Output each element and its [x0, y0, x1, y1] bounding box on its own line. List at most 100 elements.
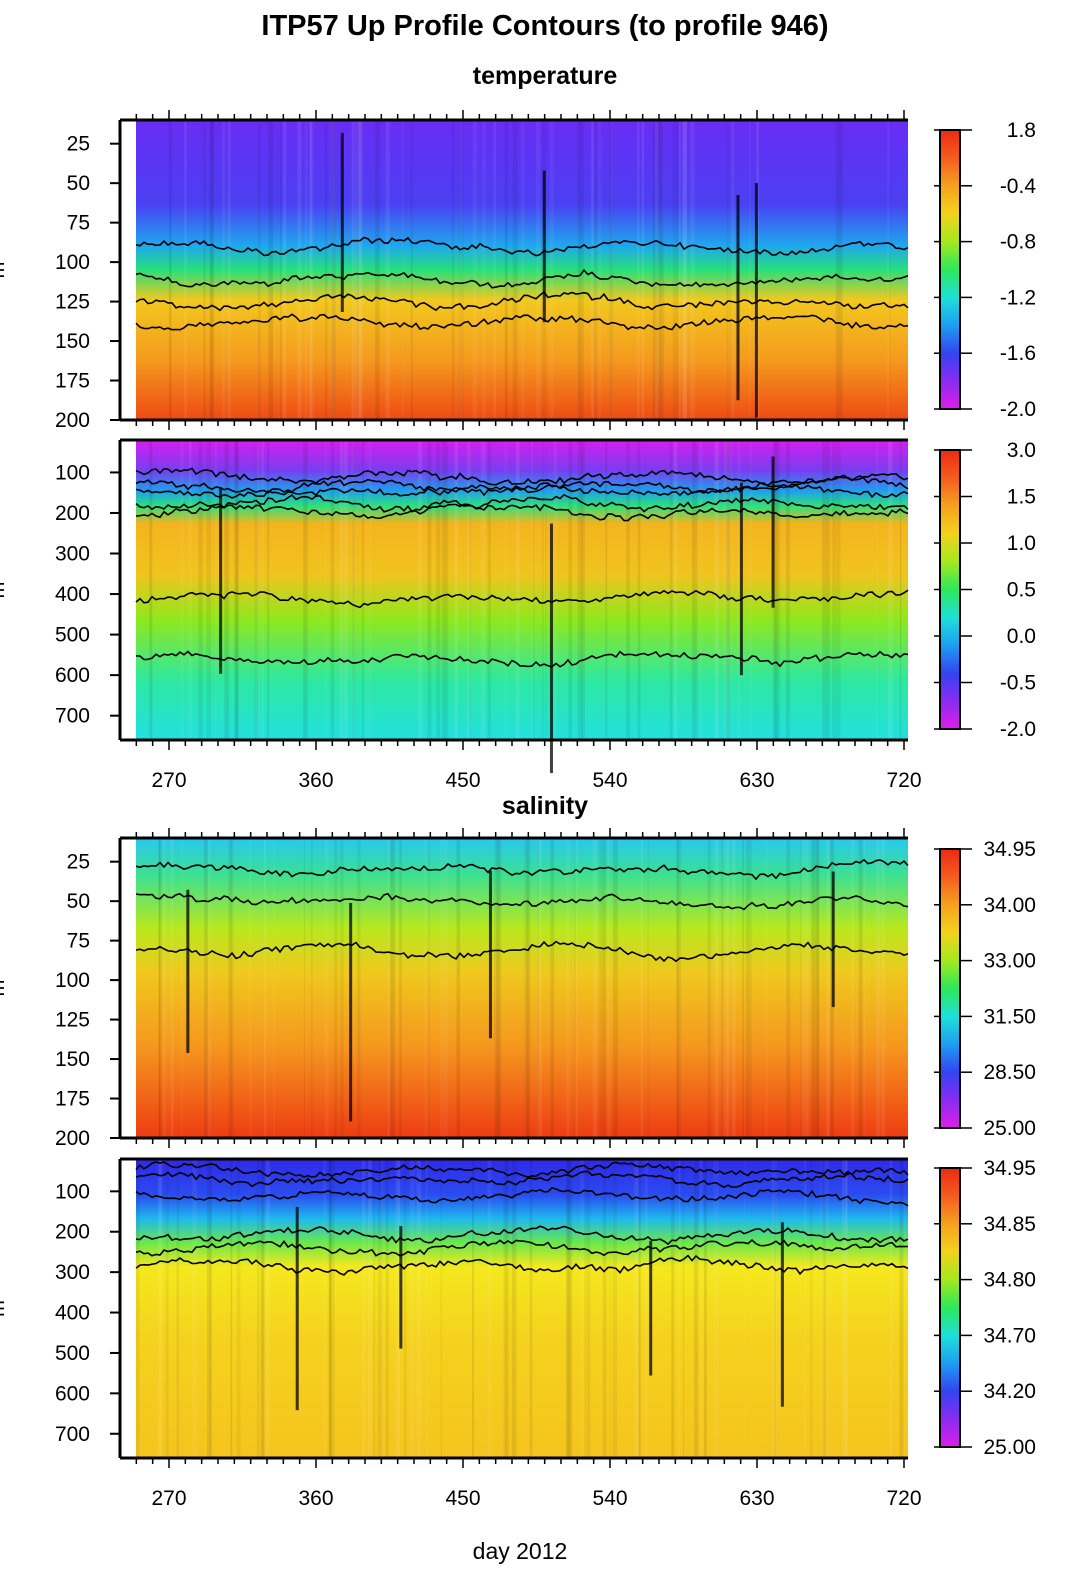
y-axis-label: m	[0, 1300, 9, 1317]
colorbar-label: -0.5	[1000, 672, 1036, 695]
heatmap-streak	[703, 1159, 707, 1458]
heatmap-streak	[690, 120, 695, 420]
heatmap-streak	[367, 1159, 372, 1458]
heatmap-streak	[410, 120, 413, 420]
heatmap-streak	[714, 440, 719, 740]
y-tick-label: 75	[67, 212, 90, 235]
colorbar	[939, 848, 961, 1129]
heatmap-streak	[526, 838, 531, 1138]
heatmap-streak	[261, 440, 265, 740]
colorbar-label: 33.00	[983, 950, 1036, 973]
heatmap-streak	[549, 120, 555, 420]
heatmap-streak	[236, 1159, 241, 1458]
heatmap-streak	[390, 838, 395, 1138]
heatmap-streak	[254, 440, 258, 740]
heatmap-streak	[198, 440, 203, 740]
colorbar	[939, 449, 961, 730]
heatmap-streak	[515, 440, 520, 740]
heatmap-streak	[724, 440, 730, 740]
y-tick-label: 25	[67, 133, 90, 156]
heatmap-streak	[503, 1159, 508, 1458]
heatmap-streak	[357, 838, 361, 1138]
x-tick-label: 450	[445, 769, 480, 792]
contour-spike	[340, 132, 344, 312]
heatmap-streak	[786, 838, 791, 1138]
colorbar-label: 0.5	[1007, 579, 1036, 602]
heatmap-streak	[333, 838, 338, 1138]
heatmap-streak	[303, 440, 308, 740]
heatmap-streak	[362, 1159, 366, 1458]
heatmap-streak	[721, 838, 724, 1138]
heatmap-streak	[188, 440, 192, 740]
heatmap-streak	[340, 440, 343, 740]
heatmap-streak	[505, 1159, 510, 1458]
contour-line	[135, 1254, 909, 1276]
contour-line	[135, 1187, 909, 1207]
heatmap-streak	[822, 440, 826, 740]
heatmap-streak	[637, 440, 641, 740]
heatmap-streak	[838, 120, 843, 420]
x-tick-label: 720	[886, 769, 921, 792]
heatmap-streak	[804, 1159, 807, 1458]
heatmap-streak	[255, 440, 260, 740]
heatmap-streak	[361, 440, 364, 740]
heatmap-streak	[713, 1159, 715, 1458]
heatmap-streak	[691, 440, 695, 740]
heatmap-streak	[654, 120, 658, 420]
heatmap-streak	[340, 838, 344, 1138]
heatmap-streak	[416, 1159, 422, 1458]
heatmap-streak	[774, 1159, 776, 1458]
heatmap-streak	[810, 1159, 813, 1458]
y-tick-label: 600	[55, 664, 90, 687]
colorbar-label: 1.8	[1007, 119, 1036, 142]
heatmap-streak	[730, 120, 735, 420]
heatmap-streak	[785, 440, 790, 740]
heatmap-streak	[887, 120, 891, 420]
y-tick-label: 150	[55, 330, 90, 353]
heatmap-streak	[820, 1159, 822, 1458]
heatmap-streak	[568, 440, 573, 740]
y-tick-label: 200	[55, 1127, 90, 1150]
colorbar-label: 3.0	[1007, 439, 1036, 462]
y-tick-label: 400	[55, 1302, 90, 1325]
heatmap-streak	[149, 440, 153, 740]
heatmap-streak	[209, 120, 215, 420]
colorbar-label: -1.2	[1000, 286, 1036, 309]
heatmap-streak	[875, 838, 880, 1138]
colorbar-label: 34.80	[983, 1269, 1036, 1292]
heatmap-streak	[487, 440, 491, 740]
heatmap-streak	[343, 440, 348, 740]
heatmap-streak	[280, 120, 282, 420]
contour-spike	[739, 482, 743, 676]
x-tick-label: 360	[298, 769, 333, 792]
heatmap-streak	[412, 1159, 415, 1458]
heatmap-streak	[168, 120, 172, 420]
heatmap-streak	[192, 1159, 198, 1458]
heatmap-streak	[472, 1159, 475, 1458]
heatmap-streak	[566, 1159, 571, 1458]
heatmap-streak	[775, 440, 781, 740]
heatmap-streak	[729, 120, 732, 420]
heatmap-streak	[825, 440, 830, 740]
heatmap-streak	[771, 1159, 777, 1458]
colorbar	[939, 129, 961, 410]
heatmap-streak	[487, 1159, 492, 1458]
heatmap-streak	[395, 1159, 401, 1458]
heatmap-streak	[158, 838, 162, 1138]
heatmap-field	[136, 120, 908, 420]
heatmap-streak	[367, 440, 369, 740]
heatmap-streak	[607, 838, 611, 1138]
contour-line	[135, 940, 909, 963]
heatmap-streak	[324, 440, 327, 740]
heatmap-streak	[203, 120, 206, 420]
heatmap-streak	[424, 838, 429, 1138]
heatmap-streak	[641, 120, 644, 420]
y-tick-label: 300	[55, 543, 90, 566]
heatmap-streak	[496, 838, 502, 1138]
contour-line	[135, 1225, 909, 1246]
contour-spike	[349, 902, 353, 1122]
heatmap-streak	[700, 1159, 702, 1458]
y-tick-label: 500	[55, 624, 90, 647]
heatmap-streak	[737, 440, 741, 740]
heatmap-streak	[591, 120, 595, 420]
